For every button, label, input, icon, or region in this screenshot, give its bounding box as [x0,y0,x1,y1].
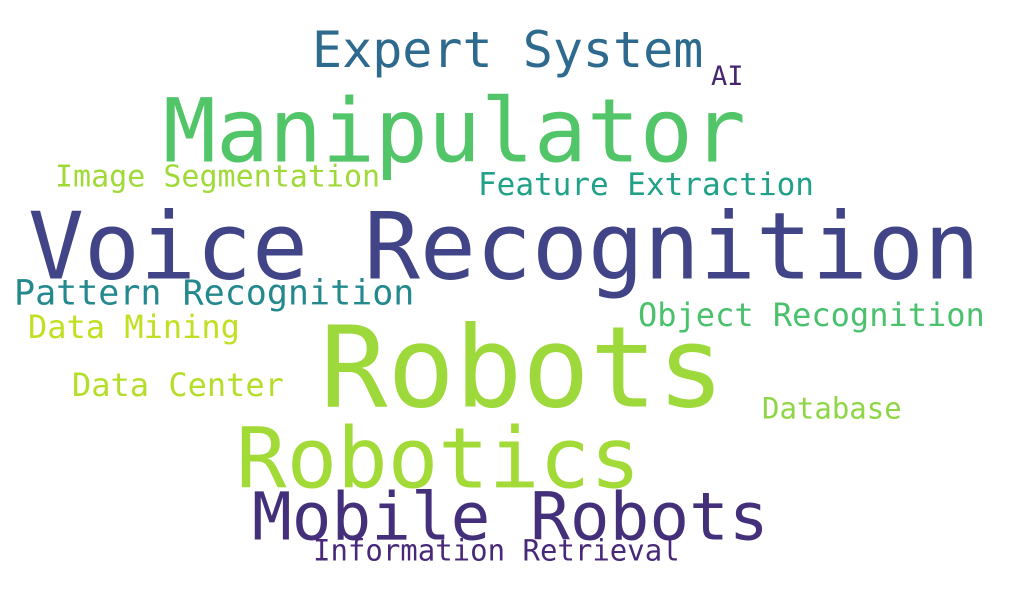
word-data-mining: Data Mining [28,311,240,343]
word-image-segmentation: Image Segmentation [55,163,380,193]
word-expert-system: Expert System [312,25,703,75]
word-information-retrieval: Information Retrieval [313,536,680,565]
word-robots: Robots [320,313,725,425]
word-database: Database [762,394,902,423]
word-data-center: Data Center [72,369,284,401]
